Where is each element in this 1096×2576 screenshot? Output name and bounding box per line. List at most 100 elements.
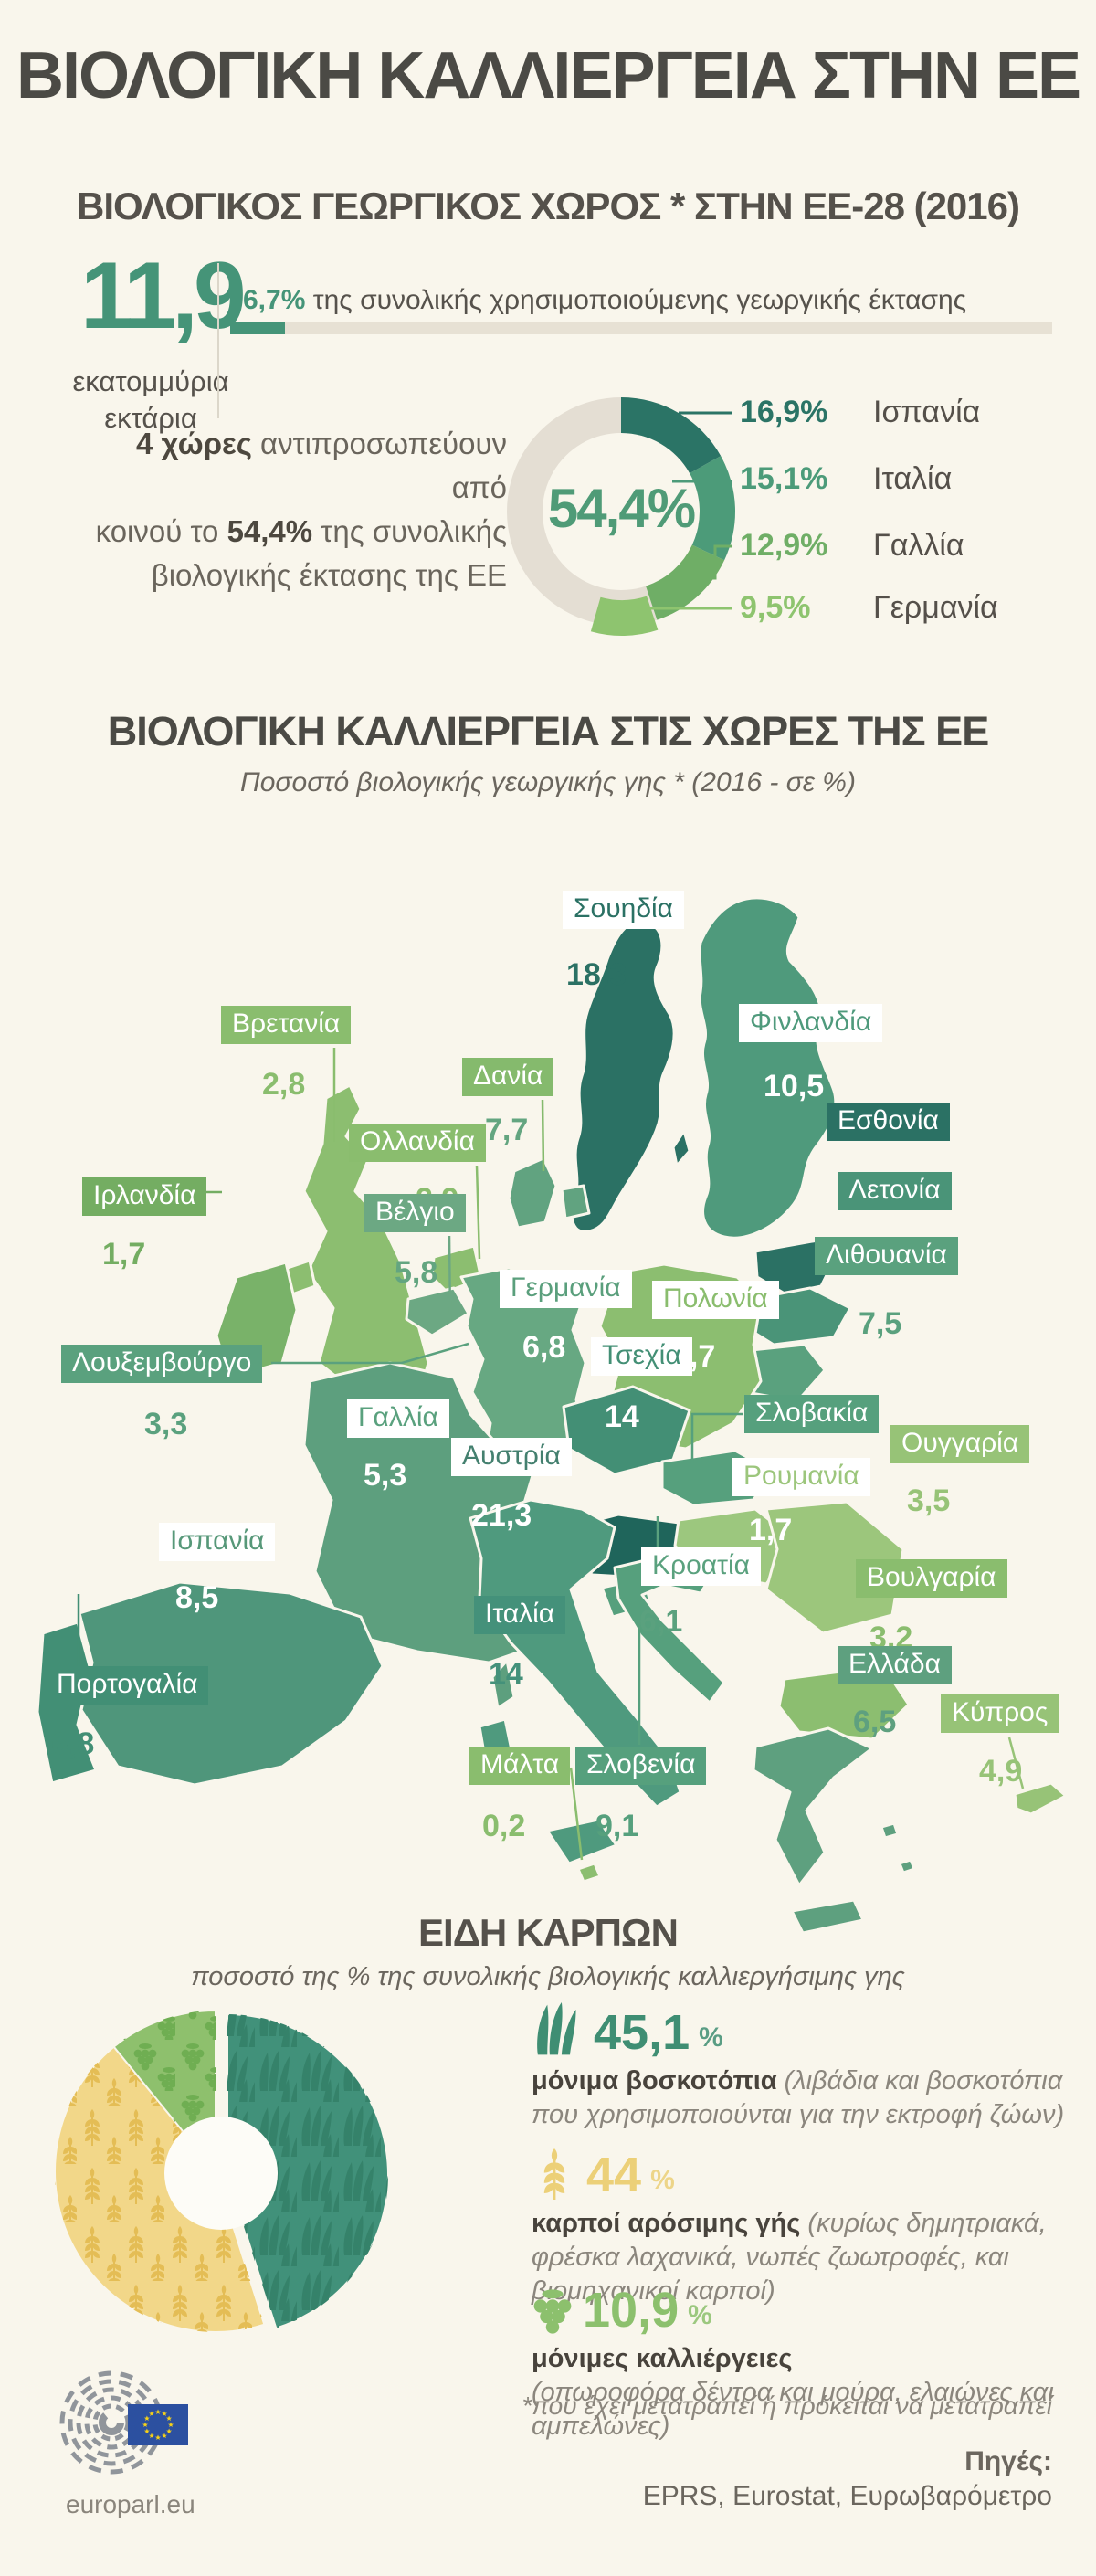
donut-legend-row-italy: 15,1% Ιταλία: [740, 461, 952, 497]
crop-percent: 10,9: [583, 2283, 680, 2338]
map-label-france: Γαλλία: [347, 1399, 449, 1438]
map-leader-line: [1007, 1737, 1025, 1789]
crop-row-grassland: 45,1 % μόνιμα βοσκοτόπια (λιβάδια και βο…: [532, 2002, 1080, 2132]
map-label-malta: Μάλτα: [469, 1747, 571, 1785]
claim-pre-2: κοινού το: [95, 514, 227, 548]
donut-legend-value: 9,5%: [740, 590, 811, 625]
wheat-icon: [543, 2148, 565, 2200]
map-label-germany: Γερμανία: [500, 1270, 632, 1308]
donut-legend-country: Γαλλία: [873, 528, 964, 563]
country-romania: [764, 1500, 905, 1635]
map-value-france: 5,3: [364, 1458, 407, 1493]
map-value-belgium: 5,8: [395, 1255, 438, 1290]
map-label-lithuania: Λιθουανία: [815, 1237, 958, 1275]
claim-bold-2: 54,4%: [227, 514, 313, 548]
sources-block: Πηγές: EPRS, Eurostat, Ευρωβαρόμετρο: [643, 2444, 1052, 2514]
page-title: ΒΙΟΛΟΓΙΚΗ ΚΑΛΛΙΕΡΓΕΙΑ ΣΤΗΝ ΕΕ: [16, 39, 1081, 112]
country-denmark: [507, 1156, 558, 1230]
ep-hemicycle-logo: [59, 2370, 188, 2475]
map-value-austria: 21,3: [471, 1498, 532, 1533]
map-leader-line: [271, 1342, 469, 1365]
unit-line1: εκατομμύρια: [72, 365, 229, 397]
map-value-luxembourg: 3,3: [144, 1407, 188, 1441]
island-sicily: [545, 1818, 618, 1865]
map-label-italy: Ιταλία: [474, 1596, 566, 1634]
map-title: ΒΙΟΛΟΓΙΚΗ ΚΑΛΛΙΕΡΓΕΙΑ ΣΤΙΣ ΧΩΡΕΣ ΤΗΣ ΕΕ: [107, 708, 989, 755]
map-label-bulgaria: Βουλγαρία: [856, 1559, 1007, 1598]
section1-title: ΒΙΟΛΟΓΙΚΟΣ ΓΕΩΡΓΙΚΟΣ ΧΩΡΟΣ * ΣΤΗΝ ΕΕ-28 …: [76, 185, 1020, 227]
map-value-finland: 10,5: [764, 1069, 825, 1103]
map-label-uk: Βρετανία: [221, 1006, 352, 1044]
country-sweden: [570, 920, 676, 1233]
map-value-denmark: 7,7: [485, 1113, 529, 1147]
donut-center-label: 54,4%: [547, 478, 696, 539]
country-belgium: [405, 1286, 470, 1337]
donut-slice-spain: [621, 397, 722, 474]
site-link: europarl.eu: [66, 2490, 195, 2518]
donut-legend-value: 15,1%: [740, 461, 828, 496]
map-value-greece: 6,5: [853, 1705, 897, 1739]
map-label-estonia: Εσθονία: [827, 1103, 950, 1141]
key-figure-unit: εκατομμύρια εκτάρια: [0, 364, 301, 436]
grapes-icon: [533, 2289, 572, 2334]
map-leader-line: [448, 1235, 452, 1322]
country-cyprus: [1013, 1781, 1068, 1816]
map-value-spain: 8,5: [175, 1580, 219, 1615]
donut-legend-row-france: 12,9% Γαλλία: [740, 528, 964, 564]
map-leader-line: [569, 1767, 584, 1861]
progress-track: [230, 322, 1052, 334]
map-label-czechia: Τσεχία: [591, 1337, 692, 1376]
crop-name: καρποί αρόσιμης γής: [532, 2209, 801, 2238]
map-value-croatia: 6,1: [639, 1604, 683, 1639]
map-label-finland: Φινλανδία: [739, 1004, 883, 1042]
crop-types-pie-chart: [54, 2009, 389, 2333]
crop-desc: (οπωροφόρα δέντρα και μούρα, ελαιώνες κα…: [532, 2378, 1054, 2441]
donut-legend-value: 12,9%: [740, 528, 828, 563]
map-value-ireland: 1,7: [102, 1237, 146, 1272]
map-label-poland: Πολωνία: [652, 1281, 779, 1319]
map-value-germany: 6,8: [522, 1330, 566, 1365]
country-malta: [576, 1862, 602, 1884]
map-label-austria: Αυστρία: [451, 1438, 572, 1476]
crop-row-permanent: 10,9 % μόνιμες καλλιέργειες (οπωροφόρα δέ…: [532, 2286, 1080, 2444]
crop-percent-suffix: %: [650, 2165, 675, 2195]
share-text: της συνολικής χρησιμοποιούμενης γεωργική…: [312, 285, 967, 315]
map-label-cyprus: Κύπρος: [941, 1694, 1059, 1733]
map-label-hungary: Ουγγαρία: [890, 1425, 1030, 1463]
island-gotland: [671, 1129, 691, 1167]
sources-label: Πηγές:: [964, 2446, 1052, 2476]
map-label-romania: Ρουμανία: [732, 1458, 870, 1496]
map-value-portugal: 6,8: [51, 1726, 95, 1761]
donut-slice-germany: [590, 596, 659, 636]
map-label-netherlands: Ολλανδία: [349, 1124, 486, 1162]
claim-line-3: βιολογικής έκτασης της ΕΕ: [151, 558, 507, 592]
donut-leader-lines: [622, 411, 732, 610]
map-label-spain: Ισπανία: [159, 1523, 276, 1561]
donut-legend-value: 16,9%: [740, 395, 828, 429]
map-label-denmark: Δανία: [462, 1058, 554, 1096]
map-value-lithuania: 7,5: [859, 1306, 902, 1341]
crops-title: ΕΙΔΗ ΚΑΡΠΩΝ: [418, 1911, 679, 1954]
crop-name: μόνιμες καλλιέργειες: [532, 2344, 793, 2373]
map-value-malta: 0,2: [482, 1809, 526, 1843]
island-aegean-2: [898, 1858, 916, 1874]
claim-rest-1: αντιπροσωπεύουν από: [251, 427, 507, 504]
donut-legend-country: Ιταλία: [873, 461, 953, 496]
crop-percent: 44: [586, 2148, 642, 2202]
claim-rest-2: της συνολικής: [312, 514, 507, 548]
share-percent: 6,7%: [243, 285, 306, 315]
bar-tick: [230, 278, 235, 333]
map-label-belgium: Βέλγιο: [364, 1194, 466, 1232]
crop-name: μόνιμα βοσκοτόπια: [532, 2066, 777, 2096]
donut-legend-row-germany: 9,5% Γερμανία: [740, 590, 998, 626]
map-value-hungary: 3,5: [907, 1483, 951, 1518]
island-zealand: [560, 1184, 591, 1220]
map-label-slovenia: Σλοβενία: [575, 1747, 707, 1785]
island-aegean-1: [880, 1821, 900, 1840]
country-finland: [698, 896, 838, 1240]
map-label-sweden: Σουηδία: [563, 891, 685, 929]
unit-line2: εκτάρια: [104, 401, 197, 434]
europe-choropleth-map: [36, 896, 1068, 1935]
vertical-divider: [217, 263, 219, 418]
